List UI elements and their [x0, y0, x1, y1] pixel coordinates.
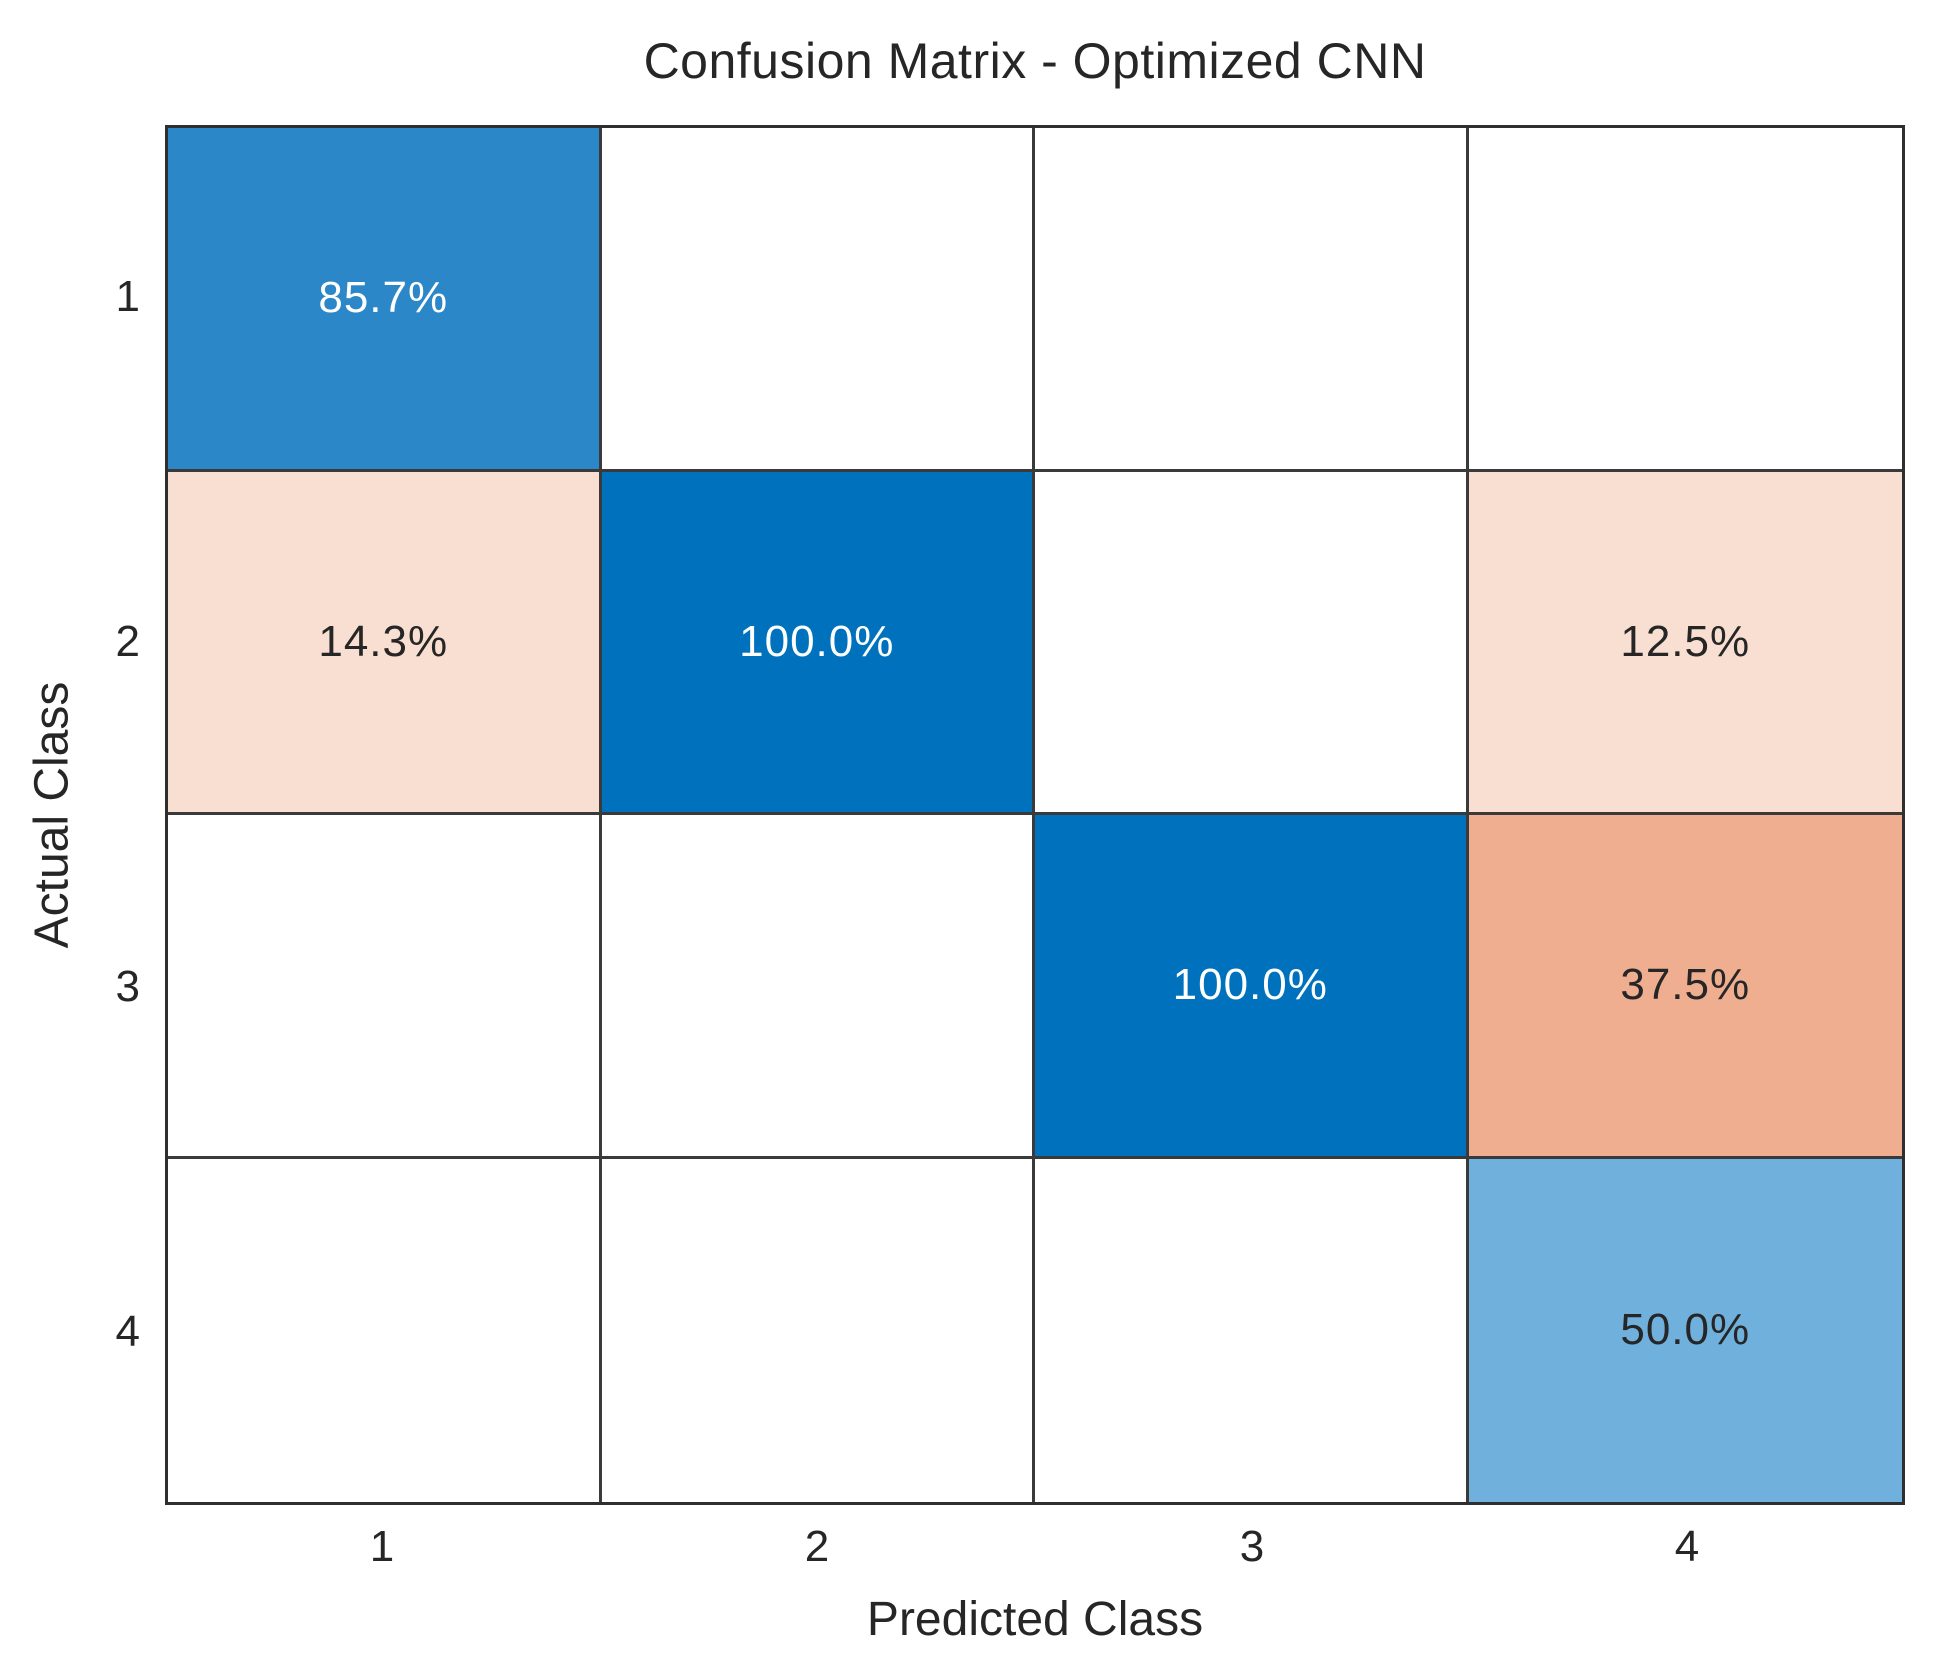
matrix-cell-r3c4: 37.5%: [1468, 815, 1902, 1159]
x-tick-2: 2: [804, 1522, 830, 1571]
matrix-cell-r4c4: 50.0%: [1468, 1158, 1902, 1502]
y-axis-label: Actual Class: [25, 681, 79, 949]
x-tick-4: 4: [1674, 1522, 1700, 1571]
matrix-cell-r4c3: [1035, 1158, 1469, 1502]
matrix-cell-r1c3: [1035, 128, 1469, 472]
chart-title: Confusion Matrix - Optimized CNN: [643, 33, 1427, 89]
matrix-cell-r4c2: [601, 1158, 1035, 1502]
y-tick-1: 1: [115, 272, 140, 321]
y-tick-4: 4: [115, 1307, 140, 1356]
matrix-cell-r2c2: 100.0%: [601, 471, 1035, 815]
matrix-cell-r3c1: [168, 815, 602, 1159]
matrix-cell-r2c1: 14.3%: [168, 471, 602, 815]
matrix-cell-r3c2: [601, 815, 1035, 1159]
confusion-matrix-grid: 85.7% 14.3% 100.0% 12.5% 100.0% 37.5% 50.0%: [165, 125, 1905, 1505]
y-tick-3: 3: [115, 962, 140, 1011]
matrix-cell-r1c2: [601, 128, 1035, 472]
matrix-cell-r2c4: 12.5%: [1468, 471, 1902, 815]
x-tick-3: 3: [1239, 1522, 1265, 1571]
x-tick-1: 1: [369, 1522, 395, 1571]
matrix-cell-r3c3: 100.0%: [1035, 815, 1469, 1159]
y-tick-2: 2: [115, 617, 140, 666]
matrix-cell-r2c3: [1035, 471, 1469, 815]
matrix-cell-r1c4: [1468, 128, 1902, 472]
matrix-cell-r4c1: [168, 1158, 602, 1502]
x-axis-label: Predicted Class: [866, 1593, 1204, 1646]
matrix-cell-r1c1: 85.7%: [168, 128, 602, 472]
